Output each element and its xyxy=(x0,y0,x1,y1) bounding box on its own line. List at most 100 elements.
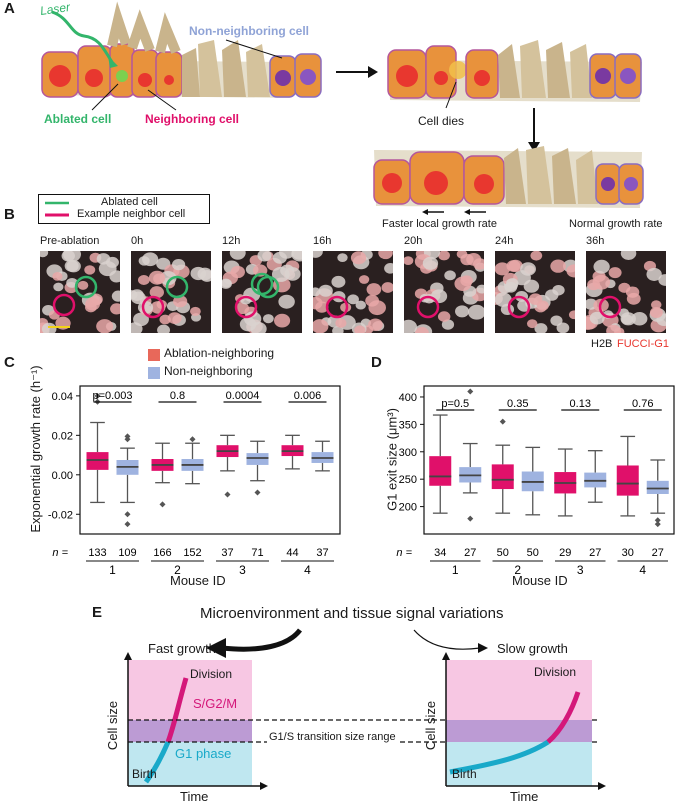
nucleus xyxy=(53,282,64,292)
arrow-to-slow xyxy=(413,629,481,650)
tissue-after xyxy=(387,40,642,102)
nucleus xyxy=(520,262,536,276)
outlier-point xyxy=(467,515,474,522)
nucleus xyxy=(271,266,290,282)
g1-phase-label: G1 phase xyxy=(175,746,232,761)
nucleus xyxy=(495,292,512,307)
outlier-point xyxy=(654,517,661,524)
timepoint-label: 20h xyxy=(404,235,423,247)
ablated-cell-circle xyxy=(74,275,98,299)
nucleus xyxy=(313,287,321,297)
nucleus xyxy=(468,304,484,320)
nucleus xyxy=(589,311,605,325)
p-value-label: p=0.5 xyxy=(441,398,469,410)
neighboring-label: Neighboring cell xyxy=(145,112,240,126)
nucleus xyxy=(131,322,143,333)
plot-frame xyxy=(79,385,341,535)
nucleus xyxy=(52,272,63,281)
p-value-label: 0.76 xyxy=(632,398,653,410)
normal-growth-label: Normal growth rate xyxy=(569,218,663,230)
nucleus xyxy=(414,327,429,333)
time-xlabel-right: Time xyxy=(510,789,539,804)
nucleus xyxy=(229,251,246,260)
microscopy-frame xyxy=(40,251,120,333)
panel-a-letter: A xyxy=(4,0,15,17)
nucleus xyxy=(568,310,575,320)
legend-neighboring-label: Ablation-neighboring xyxy=(164,346,275,360)
nucleus xyxy=(649,307,663,318)
box xyxy=(429,456,452,486)
n-count: 133 xyxy=(88,547,106,559)
transition-band-right xyxy=(446,720,592,742)
sg2m-curve-right xyxy=(546,691,581,744)
nucleus xyxy=(495,262,510,276)
nucleus xyxy=(274,313,291,328)
outlier-point xyxy=(467,388,474,395)
fast-growth-label: Fast growth xyxy=(148,641,216,656)
nucleus xyxy=(278,294,295,309)
timepoint-label: 24h xyxy=(495,235,514,247)
panel-e-heading: Microenvironment and tissue signal varia… xyxy=(200,605,504,622)
mouse-id-label: 1 xyxy=(452,563,459,577)
neighbor-cell-circle xyxy=(52,293,76,317)
nucleus xyxy=(355,300,366,310)
box xyxy=(86,452,109,470)
mouse-id-label: 4 xyxy=(639,563,646,577)
mouse-id-label: 1 xyxy=(109,563,116,577)
nucleus xyxy=(437,311,451,322)
arrow-to-fast xyxy=(221,628,302,652)
nucleus xyxy=(230,265,245,279)
nucleus xyxy=(148,270,166,285)
nucleus xyxy=(77,280,89,290)
p-value-label: 0.8 xyxy=(170,390,185,402)
ablated-label: Ablated cell xyxy=(44,112,112,126)
microscopy-frame xyxy=(131,251,211,333)
nucleus xyxy=(441,319,455,330)
nucleus xyxy=(85,297,101,311)
nucleus xyxy=(350,251,367,265)
y-tick-label: 400 xyxy=(399,392,417,404)
nucleus xyxy=(631,311,648,326)
nucleus xyxy=(137,274,150,285)
panel-c-ylabel: Exponential growth rate (h⁻¹) xyxy=(28,365,43,533)
nucleus xyxy=(157,324,171,333)
nucleus xyxy=(200,270,211,282)
birth-label-right: Birth xyxy=(452,767,477,781)
nucleus xyxy=(149,286,164,299)
box xyxy=(491,464,514,490)
outlier-point xyxy=(224,491,231,498)
nucleus xyxy=(138,256,150,266)
nucleus xyxy=(444,270,456,281)
legend-ablated-label: Ablated cell xyxy=(101,196,158,208)
box xyxy=(246,453,269,465)
nucleus xyxy=(530,251,543,261)
y-tick-label: 0.02 xyxy=(52,430,73,442)
nucleus xyxy=(592,274,611,290)
panel-b-letter: B xyxy=(4,206,15,223)
nucleus xyxy=(40,251,49,258)
nucleus xyxy=(172,259,186,271)
sg2m-curve-left xyxy=(165,677,189,743)
nucleus xyxy=(340,302,352,313)
time-xlabel-left: Time xyxy=(180,789,209,804)
laser-beam xyxy=(51,10,114,63)
neighbor-cell-circle xyxy=(141,295,165,319)
panel-d-letter: D xyxy=(371,354,382,371)
nucleus xyxy=(378,251,393,260)
nucleus xyxy=(331,275,346,288)
panel-e-letter: E xyxy=(92,604,103,621)
nucleus xyxy=(84,265,96,275)
nucleus xyxy=(222,279,232,288)
nucleus xyxy=(110,303,120,315)
p-value-label: p=0.003 xyxy=(92,390,132,402)
stain-h2b-label: H2B xyxy=(591,338,613,350)
n-count: 30 xyxy=(622,547,634,559)
faster-growth-label: Faster local growth rate xyxy=(382,218,497,230)
nucleus xyxy=(618,282,631,293)
panel-c-letter: C xyxy=(4,354,15,371)
nucleus xyxy=(96,253,111,265)
transition-label: G1/S transition size range xyxy=(267,731,398,743)
slow-growth-label: Slow growth xyxy=(497,641,568,656)
nucleus xyxy=(430,289,448,304)
box xyxy=(646,480,669,494)
